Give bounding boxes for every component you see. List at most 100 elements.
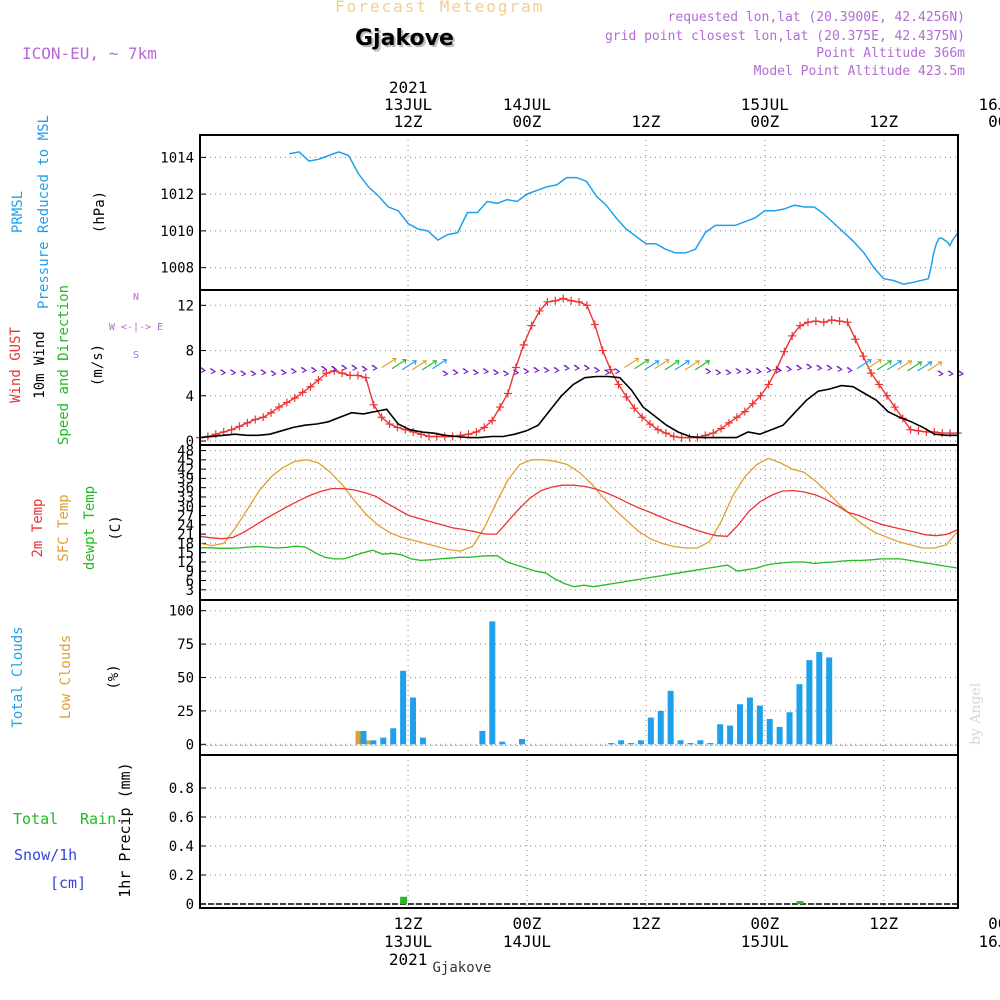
gust-marker xyxy=(646,420,655,429)
wind-direction-arrow xyxy=(250,370,257,377)
compass-west-east: W <-|-> E xyxy=(109,322,163,333)
y-tick-label: 1010 xyxy=(160,224,194,240)
location-name: Gjakove xyxy=(355,26,454,51)
wind-direction-arrow xyxy=(401,360,417,371)
gust-marker xyxy=(796,321,805,330)
top-time-label: 00Z xyxy=(513,112,542,131)
pressure-label-prmsl: PRMSL xyxy=(10,191,26,233)
bottom-time-label: 00Z xyxy=(750,914,779,933)
bottom-time-label: 2021 xyxy=(389,950,428,969)
total-clouds-label: Total Clouds xyxy=(10,626,26,727)
gust-marker xyxy=(669,432,678,441)
gust-marker xyxy=(235,422,244,431)
total-cloud-bar xyxy=(717,724,724,745)
wind-direction-arrow xyxy=(876,360,892,371)
total-cloud-bar xyxy=(707,742,714,745)
gust-marker xyxy=(488,416,497,425)
total-cloud-bar xyxy=(390,728,397,745)
top-time-label: 00Z xyxy=(750,112,779,131)
top-time-label: 15JUL xyxy=(741,95,789,114)
wind-unit-label: (m/s) xyxy=(90,344,106,386)
wind-direction-arrow xyxy=(300,367,308,373)
surface-temp-line xyxy=(199,457,959,552)
model-name: ICON-EU, ~ 7km xyxy=(22,44,157,63)
bottom-time-label: 14JUL xyxy=(503,932,551,951)
gust-marker xyxy=(906,425,915,434)
y-tick-label: 0.2 xyxy=(169,868,194,884)
gust-marker xyxy=(685,433,694,442)
gust-marker xyxy=(819,318,828,327)
gust-marker xyxy=(409,427,418,436)
wind-direction-arrow xyxy=(593,367,601,373)
gust-marker xyxy=(511,363,520,372)
gust-marker xyxy=(590,320,599,329)
compass-north: N xyxy=(133,292,139,303)
gust-marker xyxy=(393,423,402,432)
total-cloud-bar xyxy=(737,704,744,745)
total-cloud-bar xyxy=(677,740,684,745)
total-cloud-bar xyxy=(499,741,506,745)
gust-marker xyxy=(630,404,639,413)
wind-direction-arrow xyxy=(442,370,449,377)
wind-direction-arrow xyxy=(482,368,490,375)
gust-marker xyxy=(598,346,607,355)
wind-direction-arrow xyxy=(492,369,500,376)
y-tick-label: 25 xyxy=(177,704,194,720)
gust-marker xyxy=(614,380,623,389)
wind-direction-arrow xyxy=(917,361,933,372)
wind-direction-arrow xyxy=(573,364,580,371)
gust-marker xyxy=(259,413,268,422)
total-cloud-bar xyxy=(479,730,486,745)
wind-direction-arrow xyxy=(614,368,621,375)
wind-direction-arrow xyxy=(452,369,459,376)
total-cloud-bar xyxy=(419,737,426,745)
wind-direction-label: Speed and Direction xyxy=(56,285,72,445)
wind-direction-arrow xyxy=(270,370,277,377)
2m-temp-line xyxy=(199,484,959,540)
gust-marker xyxy=(306,382,315,391)
gust-marker xyxy=(346,371,355,380)
wind-direction-arrow xyxy=(684,360,700,371)
wind-direction-arrow xyxy=(422,360,438,371)
pressure-label-msl: Pressure Reduced to MSL xyxy=(36,115,52,309)
wind-direction-arrow xyxy=(290,368,298,375)
y-tick-label: 39 xyxy=(177,471,194,487)
y-tick-label: 48 xyxy=(177,444,194,460)
gust-marker xyxy=(543,297,552,306)
total-cloud-bar xyxy=(489,621,496,745)
wind-direction-arrow xyxy=(634,359,650,370)
wind-direction-arrow xyxy=(897,360,913,371)
y-tick-label: 12 xyxy=(177,555,194,571)
gust-marker xyxy=(290,394,299,403)
gust-marker xyxy=(867,369,876,378)
wind-direction-arrow xyxy=(320,365,328,372)
gust-marker xyxy=(211,430,220,439)
panel-frame-wind xyxy=(199,289,959,446)
total-cloud-bar xyxy=(826,657,833,745)
wind-direction-arrow xyxy=(209,368,217,375)
wind-direction-arrow xyxy=(775,367,783,373)
meteogram-title: Forecast Meteogram xyxy=(335,0,545,16)
wind-direction-arrow xyxy=(856,359,872,370)
y-tick-label: 18 xyxy=(177,536,194,552)
wind-direction-arrow xyxy=(755,368,762,375)
gust-marker xyxy=(440,432,449,441)
bottom-time-label: 13JUL xyxy=(384,932,432,951)
temp-unit-label: (C) xyxy=(108,515,124,540)
y-tick-label: 4 xyxy=(186,389,194,405)
gust-marker xyxy=(282,398,291,407)
y-tick-label: 12 xyxy=(177,298,194,314)
snow-label: Snow/1h xyxy=(14,846,77,864)
wind-direction-arrow xyxy=(705,368,712,375)
grid-point-coordinates: grid point closest lon,lat (20.375E, 42.… xyxy=(604,29,965,44)
gust-marker xyxy=(353,371,362,380)
gust-marker xyxy=(851,335,860,344)
gust-marker xyxy=(803,318,812,327)
y-tick-label: 0.4 xyxy=(169,839,194,855)
wind-direction-arrow xyxy=(654,359,670,370)
wind-direction-arrow xyxy=(745,368,752,375)
wind-10m-label: 10m Wind xyxy=(32,331,48,398)
wind-direction-arrow xyxy=(644,360,660,371)
wind-direction-arrow xyxy=(513,369,520,376)
wind-direction-arrow xyxy=(796,364,803,371)
